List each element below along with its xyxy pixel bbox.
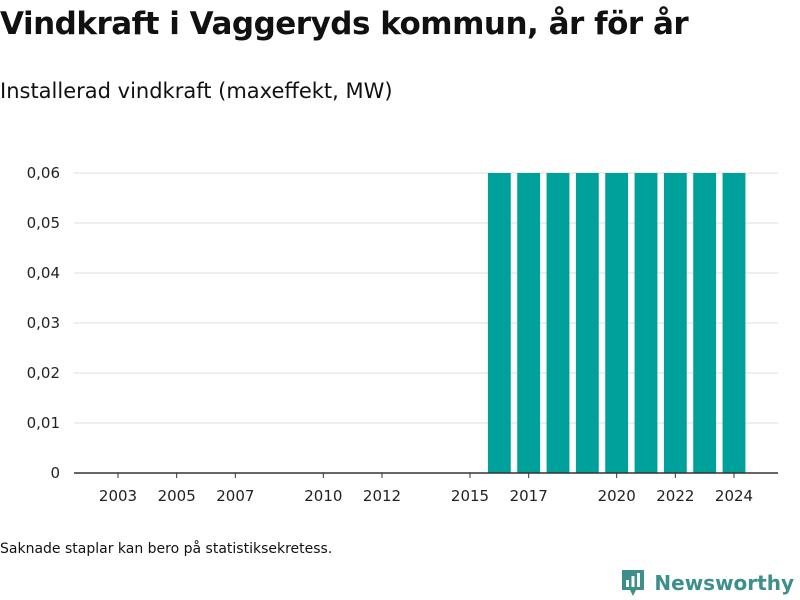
x-tick-label: 2003	[99, 487, 137, 505]
x-tick-label: 2010	[304, 487, 342, 505]
x-tick-label: 2007	[216, 487, 254, 505]
y-tick-label: 0,02	[27, 364, 60, 382]
bar-2024	[722, 173, 746, 473]
bar-2022	[663, 173, 687, 473]
bar-2020	[605, 173, 629, 473]
newsworthy-logo[interactable]: Newsworthy	[620, 567, 794, 599]
bar-2023	[693, 173, 717, 473]
x-tick-label: 2012	[363, 487, 401, 505]
x-tick-label: 2017	[510, 487, 548, 505]
bar-2021	[634, 173, 658, 473]
y-tick-label: 0,01	[27, 414, 60, 432]
gridlines	[74, 172, 778, 424]
bar-2017	[517, 173, 541, 473]
y-axis-ticks: 0 0,01 0,02 0,03 0,04 0,05 0,06	[27, 164, 60, 482]
y-tick-label: 0,04	[27, 264, 60, 282]
bar-2019	[575, 173, 599, 473]
bar-2018	[546, 173, 570, 473]
newsworthy-logo-text: Newsworthy	[654, 571, 794, 595]
y-tick-label: 0,05	[27, 214, 60, 232]
x-tick-label: 2005	[158, 487, 196, 505]
footnote: Saknade staplar kan bero på statistiksek…	[0, 541, 333, 557]
x-tick-label: 2015	[451, 487, 489, 505]
x-tick-label: 2022	[656, 487, 694, 505]
bar-2016	[487, 173, 511, 473]
y-tick-label: 0,06	[27, 164, 60, 182]
chart-subtitle: Installerad vindkraft (maxeffekt, MW)	[0, 79, 393, 103]
chart-title: Vindkraft i Vaggeryds kommun, år för år	[0, 6, 689, 42]
newsworthy-logo-icon	[622, 570, 645, 596]
x-tick-label: 2020	[598, 487, 636, 505]
x-axis-ticks: 2003 2005 2007 2010 2012 2015 2017 2020 2022 2024	[99, 473, 753, 505]
bars	[487, 173, 746, 473]
y-tick-label: 0	[50, 464, 60, 482]
x-tick-label: 2024	[715, 487, 753, 505]
y-tick-label: 0,03	[27, 314, 60, 332]
